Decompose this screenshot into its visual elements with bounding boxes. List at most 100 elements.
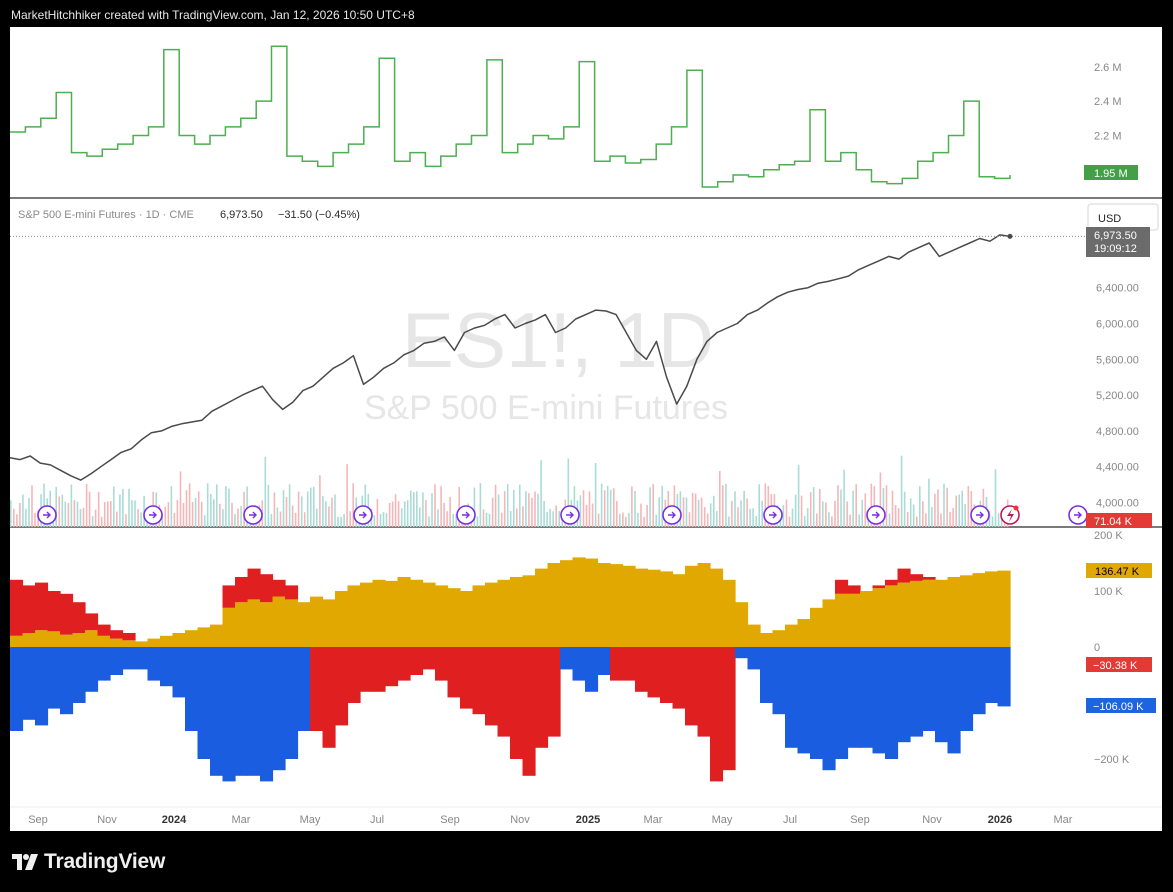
- comm-short-bar: [35, 647, 49, 726]
- volume-bar: [513, 489, 515, 527]
- volume-bar: [497, 494, 500, 527]
- time-tick-label: May: [712, 814, 733, 826]
- volume-bar: [182, 502, 185, 527]
- volume-bar: [328, 506, 330, 527]
- comm-long-bar: [822, 599, 836, 647]
- volume-bar: [740, 500, 742, 527]
- volume-bar: [697, 499, 700, 527]
- comm-short-bar: [560, 647, 574, 670]
- volume-bar: [585, 504, 588, 527]
- event-markers[interactable]: [37, 505, 1088, 525]
- volume-bar: [940, 513, 942, 527]
- comm-long-bar: [547, 563, 561, 647]
- volume-bar: [858, 514, 860, 527]
- volume-bar: [31, 485, 33, 527]
- volume-bar: [85, 484, 88, 527]
- volume-bar: [276, 507, 279, 527]
- volume-bar: [700, 497, 703, 527]
- volume-bar: [549, 508, 551, 527]
- volume-bar: [455, 513, 457, 527]
- volume-bar: [867, 515, 870, 527]
- volume-bar: [103, 502, 106, 527]
- noncomm-long-bar: [47, 591, 61, 632]
- volume-bar: [828, 512, 830, 527]
- volume-bar: [343, 514, 345, 527]
- volume-bar: [528, 493, 530, 527]
- volume-bar: [70, 484, 73, 527]
- volume-bar: [840, 489, 842, 527]
- volume-bar: [97, 491, 100, 527]
- volume-bar: [34, 512, 36, 527]
- noncomm-short-bar: [310, 647, 324, 731]
- comm-long-label: 136.47 K: [1095, 566, 1140, 578]
- comm-long-bar: [897, 582, 911, 647]
- volume-bar: [658, 497, 660, 527]
- comm-short-bar: [197, 647, 211, 759]
- volume-bar: [385, 513, 388, 527]
- time-tick-label: Nov: [510, 814, 530, 826]
- noncomm-short-bar: [610, 647, 624, 681]
- volume-bar: [476, 516, 479, 527]
- noncomm-short-bar: [522, 647, 536, 776]
- currency-label: USD: [1098, 213, 1121, 225]
- volume-bar: [522, 506, 524, 527]
- noncomm-long-bar: [285, 585, 299, 600]
- symbol-title[interactable]: S&P 500 E-mini Futures · 1D · CME: [18, 209, 194, 221]
- volume-bar: [61, 494, 64, 527]
- noncomm-short-bar: [547, 647, 561, 737]
- volume-bar: [488, 513, 491, 527]
- oi-tick-label: 2.2 M: [1094, 131, 1122, 143]
- volume-bar: [213, 499, 215, 527]
- volume-bar: [306, 491, 309, 527]
- volume-bar: [900, 455, 903, 527]
- volume-bar: [594, 463, 597, 527]
- comm-short-bar: [797, 647, 811, 754]
- volume-bar: [506, 484, 509, 527]
- volume-bar: [134, 500, 136, 527]
- comm-long-bar: [335, 591, 349, 647]
- volume-bar: [352, 483, 354, 527]
- volume-bar: [164, 506, 167, 527]
- comm-long-bar: [497, 579, 511, 647]
- chart-caption: MarketHitchhiker created with TradingVie…: [11, 8, 415, 22]
- volume-bar: [906, 512, 909, 527]
- volume-bar: [964, 504, 966, 527]
- volume-bar: [864, 493, 867, 527]
- price-tick-label: 4,400.00: [1096, 462, 1139, 474]
- comm-short-bar: [47, 647, 61, 709]
- comm-long-bar: [772, 630, 786, 647]
- price-line: [9, 234, 1011, 481]
- tradingview-logo-text: TradingView: [44, 850, 166, 873]
- volume-bar: [703, 507, 706, 527]
- comm-long-bar: [810, 607, 824, 647]
- volume-bar: [885, 485, 888, 527]
- watermark-name: S&P 500 E-mini Futures: [364, 389, 728, 427]
- volume-bar: [994, 469, 997, 527]
- volume-bar: [912, 504, 915, 527]
- volume-bar: [552, 511, 554, 527]
- noncomm-short-bar: [435, 647, 449, 681]
- comm-short-bar: [960, 647, 974, 731]
- volume-bar: [716, 511, 718, 527]
- volume-bar: [534, 491, 536, 527]
- time-tick-label: Mar: [1054, 814, 1073, 826]
- comm-long-bar: [960, 575, 974, 647]
- cot-tick-label: 100 K: [1094, 586, 1123, 598]
- volume-bar: [425, 500, 427, 527]
- cot-pane: 200 K 100 K 0 −200 K: [10, 530, 1130, 782]
- noncomm-long-bar: [260, 574, 274, 603]
- chart-frame[interactable]: ES1!, 1D S&P 500 E-mini Futures 2.6 M 2.4…: [9, 27, 1162, 831]
- volume-bar: [567, 458, 570, 527]
- volume-bar: [631, 486, 633, 527]
- comm-long-bar: [872, 588, 886, 647]
- volume-bar: [819, 489, 821, 527]
- noncomm-long-bar: [35, 582, 49, 631]
- price-tick-label: 4,800.00: [1096, 426, 1139, 438]
- volume-bar: [206, 483, 209, 527]
- volume-bar: [728, 516, 730, 527]
- volume-bar: [709, 503, 712, 527]
- comm-long-bar: [535, 568, 549, 647]
- chart-canvas[interactable]: ES1!, 1D S&P 500 E-mini Futures 2.6 M 2.4…: [9, 27, 1162, 831]
- comm-long-bar: [110, 638, 124, 647]
- tradingview-logo[interactable]: TradingView: [12, 850, 165, 874]
